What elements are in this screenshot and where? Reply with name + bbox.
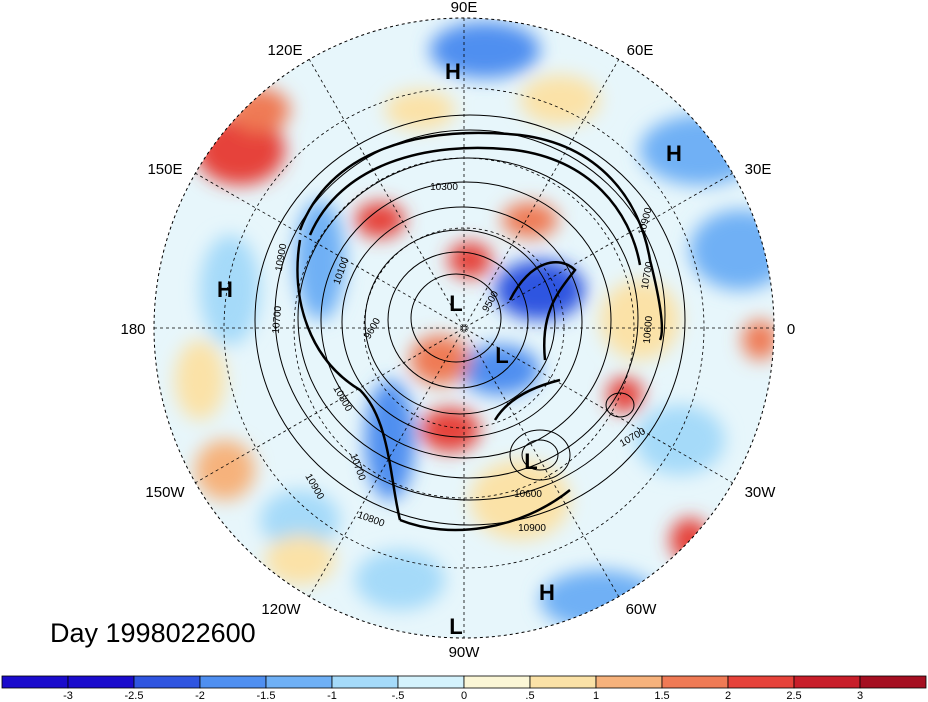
contour-label: 10300 bbox=[430, 182, 458, 193]
lon-label-30e: 30E bbox=[745, 161, 772, 178]
lon-label-30w: 30W bbox=[745, 484, 777, 501]
colorbar-swatch bbox=[1, 675, 69, 689]
contour-label: 10700 bbox=[640, 260, 656, 290]
high-center: H bbox=[217, 277, 233, 302]
colorbar-tick-label: -3 bbox=[63, 690, 73, 702]
colorbar-swatch bbox=[727, 675, 795, 689]
colorbar-swatch bbox=[397, 675, 465, 689]
lon-label-150e: 150E bbox=[147, 161, 182, 178]
colorbar-tick-label: -1.5 bbox=[257, 690, 276, 702]
lon-label-90e: 90E bbox=[451, 0, 478, 16]
colorbar: -3 -2.5 -2 -1.5 -1 -.5 0 .5 1 1.5 2 2.5 3 bbox=[1, 675, 927, 702]
low-center: L bbox=[495, 343, 508, 368]
colorbar-tick-label: -2 bbox=[195, 690, 205, 702]
lon-label-60w: 60W bbox=[626, 601, 658, 618]
colorbar-tick-label: 2 bbox=[725, 690, 731, 702]
colorbar-swatch bbox=[67, 675, 135, 689]
low-center: L bbox=[524, 449, 537, 474]
contour-label: 10600 bbox=[514, 489, 542, 500]
lon-label-120w: 120W bbox=[261, 601, 301, 618]
low-center: L bbox=[449, 291, 462, 316]
colorbar-swatch bbox=[265, 675, 333, 689]
colorbar-tick-label: 2.5 bbox=[786, 690, 801, 702]
contour-label: 10600 bbox=[642, 315, 655, 344]
colorbar-swatch bbox=[595, 675, 663, 689]
low-center: L bbox=[449, 614, 462, 639]
lon-label-150w: 150W bbox=[145, 484, 185, 501]
lon-label-60e: 60E bbox=[627, 42, 654, 59]
lon-label-90w: 90W bbox=[449, 644, 481, 661]
colorbar-tick-label: .5 bbox=[525, 690, 534, 702]
jet-contours bbox=[296, 131, 664, 532]
colorbar-tick-label: -1 bbox=[327, 690, 337, 702]
colorbar-tick-label: 3 bbox=[857, 690, 863, 702]
colorbar-swatch bbox=[199, 675, 267, 689]
contour-label: 10900 bbox=[274, 242, 290, 272]
colorbar-tick-label: -.5 bbox=[392, 690, 405, 702]
contour-label: 10900 bbox=[518, 523, 546, 534]
high-center: H bbox=[666, 141, 682, 166]
pressure-centers: H H H H L L L L bbox=[217, 59, 682, 639]
colorbar-swatch bbox=[529, 675, 597, 689]
colorbar-swatch bbox=[463, 675, 531, 689]
colorbar-tick-label: -2.5 bbox=[125, 690, 144, 702]
lon-label-0: 0 bbox=[787, 321, 795, 338]
longitude-labels: 90E 60E 30E 0 30W 60W 90W 120W 150W 180 … bbox=[120, 0, 795, 661]
colorbar-tick-label: 1.5 bbox=[654, 690, 669, 702]
colorbar-swatch bbox=[859, 675, 927, 689]
colorbar-swatch bbox=[331, 675, 399, 689]
colorbar-tick-label: 1 bbox=[593, 690, 599, 702]
graticule bbox=[154, 18, 774, 638]
lon-label-120e: 120E bbox=[267, 42, 302, 59]
contours bbox=[254, 114, 686, 526]
anomaly-field bbox=[154, 18, 774, 638]
colorbar-swatch bbox=[133, 675, 201, 689]
high-center: H bbox=[539, 580, 555, 605]
date-label: Day 1998022600 bbox=[50, 618, 256, 648]
lon-label-180: 180 bbox=[120, 321, 145, 338]
high-center: H bbox=[445, 59, 461, 84]
colorbar-tick-label: 0 bbox=[461, 690, 467, 702]
colorbar-swatch bbox=[661, 675, 729, 689]
map-boundary bbox=[153, 17, 775, 639]
contour-label: 10700 bbox=[271, 305, 284, 334]
colorbar-swatch bbox=[793, 675, 861, 689]
